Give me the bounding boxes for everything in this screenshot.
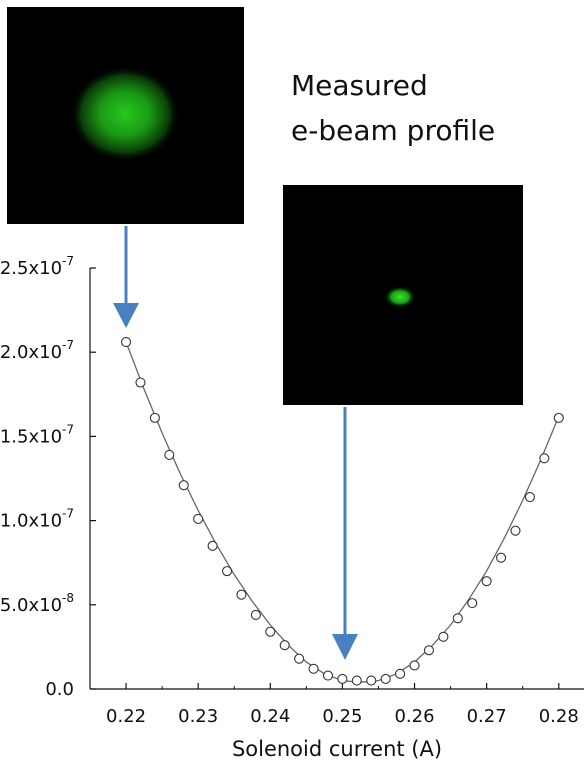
data-point bbox=[193, 513, 204, 524]
inset-focused-spot bbox=[283, 185, 523, 405]
axes bbox=[89, 268, 584, 690]
x-tick-label: 0.24 bbox=[250, 706, 290, 727]
y-tick-label: 5.0x10-8 bbox=[0, 591, 74, 616]
annotation-line-2: e-beam profile bbox=[291, 114, 495, 147]
large-beam-spot bbox=[70, 66, 180, 162]
data-point bbox=[395, 668, 406, 679]
data-point bbox=[322, 670, 334, 681]
x-tick-label: 0.22 bbox=[106, 706, 146, 727]
data-point bbox=[481, 576, 492, 587]
x-tick-label: 0.23 bbox=[178, 706, 218, 727]
data-point bbox=[524, 491, 535, 503]
y-tick-label: 2.0x10-7 bbox=[0, 338, 74, 363]
data-point bbox=[236, 589, 247, 600]
data-point bbox=[438, 631, 449, 642]
annotation-line-1: Measured bbox=[291, 69, 428, 102]
inset-large-spot bbox=[7, 7, 244, 224]
data-point bbox=[294, 653, 305, 664]
y-ticks: 0.0 5.0x10-8 1.0x10-7 1.5x10-7 2.0x10-7 2.5x1… bbox=[0, 254, 96, 700]
data-points-layer bbox=[121, 337, 564, 686]
x-tick-label: 0.25 bbox=[322, 706, 362, 727]
arrow-head-left bbox=[113, 303, 139, 328]
focused-beam-spot bbox=[384, 286, 416, 308]
data-point bbox=[380, 673, 391, 684]
data-point bbox=[178, 480, 189, 491]
x-ticks: 0.22 0.23 0.24 0.25 0.26 0.27 0.28 bbox=[106, 683, 579, 727]
x-axis-title: Solenoid current (A) bbox=[232, 737, 442, 761]
y-tick-label: 1.5x10-7 bbox=[0, 422, 74, 447]
data-point bbox=[553, 412, 564, 423]
data-point bbox=[308, 663, 319, 674]
data-point bbox=[250, 609, 261, 620]
data-point bbox=[539, 453, 550, 464]
data-point bbox=[423, 645, 434, 656]
data-point bbox=[149, 412, 160, 423]
data-point bbox=[467, 598, 478, 609]
y-tick-label: 2.5x10-7 bbox=[0, 254, 74, 279]
data-point bbox=[279, 640, 290, 651]
data-point bbox=[135, 377, 146, 388]
data-point bbox=[121, 337, 132, 348]
x-tick-label: 0.28 bbox=[539, 706, 579, 727]
arrow-head-right bbox=[332, 634, 358, 660]
data-point bbox=[207, 540, 218, 551]
data-point bbox=[337, 673, 348, 684]
data-point bbox=[496, 552, 507, 563]
arrow-to-minimum bbox=[332, 407, 358, 660]
data-point bbox=[164, 449, 175, 460]
data-point bbox=[452, 613, 463, 624]
x-tick-label: 0.27 bbox=[467, 706, 507, 727]
y-tick-label: 0.0 bbox=[45, 679, 74, 700]
data-point bbox=[265, 626, 276, 637]
data-point bbox=[366, 675, 377, 686]
data-point bbox=[510, 525, 521, 536]
data-point bbox=[351, 675, 362, 686]
data-point bbox=[409, 660, 420, 671]
x-tick-label: 0.26 bbox=[394, 706, 434, 727]
data-point bbox=[221, 566, 233, 577]
arrow-to-first-point bbox=[113, 226, 139, 328]
y-tick-label: 1.0x10-7 bbox=[0, 507, 74, 532]
